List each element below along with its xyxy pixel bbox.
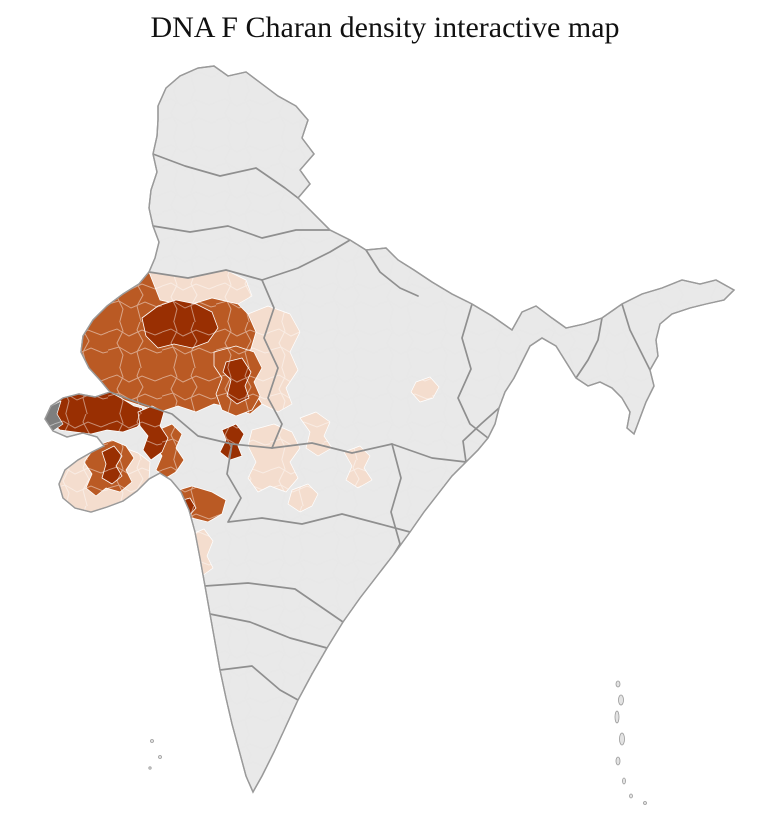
island[interactable]: [615, 680, 621, 688]
island[interactable]: [619, 732, 625, 746]
island[interactable]: [158, 755, 162, 759]
state-border-line: [365, 249, 419, 297]
island[interactable]: [618, 694, 624, 706]
state-border-line: [109, 391, 273, 449]
state-border-line: [261, 279, 283, 449]
state-border-line: [219, 665, 299, 701]
region-eastern-plateau-patch[interactable]: [523, 445, 549, 473]
lakshadweep-islands[interactable]: [148, 739, 162, 770]
state-border-line: [152, 225, 331, 239]
state-border-line: [204, 582, 344, 623]
state-border-line: [271, 442, 467, 463]
andaman-islands[interactable]: [614, 680, 647, 805]
island[interactable]: [643, 801, 647, 805]
page-title: DNA F Charan density interactive map: [150, 11, 620, 44]
island[interactable]: [615, 756, 621, 766]
region-south-deccan-patch[interactable]: [312, 668, 342, 701]
state-border-line: [457, 303, 489, 439]
region-konkan-core[interactable]: [146, 493, 167, 549]
island[interactable]: [622, 777, 626, 785]
island[interactable]: [150, 739, 154, 743]
state-border-line: [152, 153, 299, 199]
island[interactable]: [148, 766, 152, 770]
state-border-line: [226, 443, 411, 533]
state-border-line: [575, 317, 603, 379]
island[interactable]: [614, 710, 620, 724]
india-coastline: [44, 65, 736, 794]
state-border-line: [209, 613, 328, 649]
island[interactable]: [629, 793, 633, 799]
state-border-line: [621, 303, 651, 371]
state-border-line: [462, 407, 500, 463]
